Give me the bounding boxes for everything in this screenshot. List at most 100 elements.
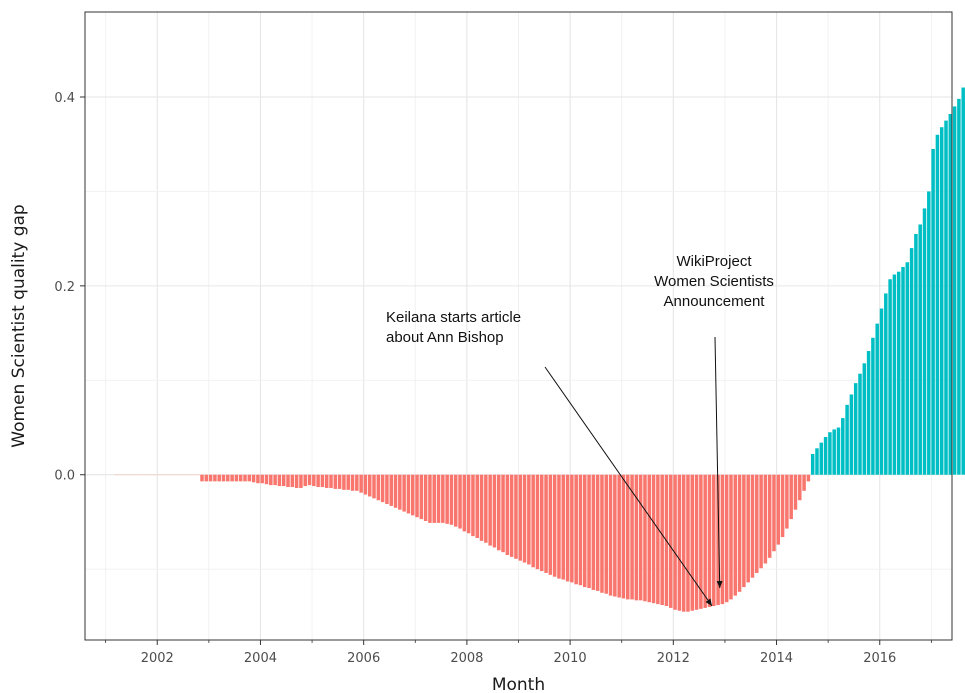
bar [961,87,965,475]
bar [823,436,828,475]
x-axis-title: Month [492,675,545,693]
bar [432,474,436,523]
bar [294,474,299,488]
x-tick-label: 2002 [141,651,174,666]
bar [742,474,746,588]
annotation-line: WikiProject [676,253,752,270]
bar [802,474,806,491]
bar [286,474,290,488]
bar [372,474,376,499]
bar [367,474,372,497]
bar [638,474,643,601]
bar [862,363,867,475]
bar [651,474,656,604]
bar [238,474,243,482]
bar [269,474,273,486]
bar [200,474,204,482]
bar [423,474,428,522]
bar [518,474,523,561]
bar [772,474,776,552]
bar [849,394,854,475]
bar [901,266,905,475]
bar [819,442,824,475]
bar [613,474,617,597]
bar [716,474,720,606]
bar [600,474,604,593]
bar [299,474,303,488]
bar [677,474,682,611]
bar [406,474,411,514]
bar [707,474,712,607]
bar [509,474,514,557]
bar [884,293,888,475]
annotation-line: Keilana starts article [386,309,521,326]
bar [763,474,768,564]
bar [806,474,811,482]
bar [243,474,247,482]
bar [363,474,368,495]
bar [789,474,793,520]
bar [557,474,561,579]
bar [720,474,725,605]
bar [522,474,527,563]
bars [114,87,965,612]
bar [578,474,583,586]
bar [643,474,647,602]
bar [922,208,927,475]
bar [914,233,918,475]
annotation-arrow-line [544,366,713,607]
bar [337,474,342,489]
bar [204,474,209,482]
bar [634,474,639,601]
bar [858,373,862,475]
bar [475,474,479,539]
bar [531,474,535,568]
annotation-arrowhead [716,581,723,589]
bar [780,474,785,538]
annotation-line: Women Scientists [654,273,774,290]
bar [415,474,419,518]
bar [896,271,901,475]
bar [376,474,381,501]
bar [410,474,415,516]
bar [385,474,389,505]
bar [552,474,557,577]
bar [402,474,406,512]
annotation-line: Announcement [664,293,766,310]
bar [694,474,699,610]
bar [608,474,613,596]
bar [303,474,307,487]
bar [828,432,832,475]
bar [492,474,497,548]
bar [398,474,402,510]
bar [875,323,879,475]
bar [466,474,471,534]
bar [669,474,673,608]
annotation-label: Keilana starts article about Ann Bishop [386,309,521,346]
bar [479,474,484,541]
bar [888,279,892,475]
bar [346,474,350,490]
bar [226,474,230,482]
bar [944,120,948,475]
bar [350,474,355,491]
bar [673,474,677,610]
bar [342,474,346,490]
bar [866,351,871,475]
x-tick-label: 2008 [450,651,483,666]
bar [724,474,729,603]
bar [570,474,574,583]
x-tick-label: 2004 [244,651,277,666]
bar [565,474,570,582]
bar [221,474,226,482]
axis-ticks: 2002 2004 2006 2008 2010 2012 2014 2016 0.0 0.2 0.… [54,91,932,666]
bar [617,474,621,598]
bar [909,248,914,475]
bar [815,448,819,475]
bar [699,474,703,609]
bar [793,474,798,510]
bar [767,474,772,558]
bar [595,474,600,591]
y-tick-label: 0.2 [54,280,75,295]
